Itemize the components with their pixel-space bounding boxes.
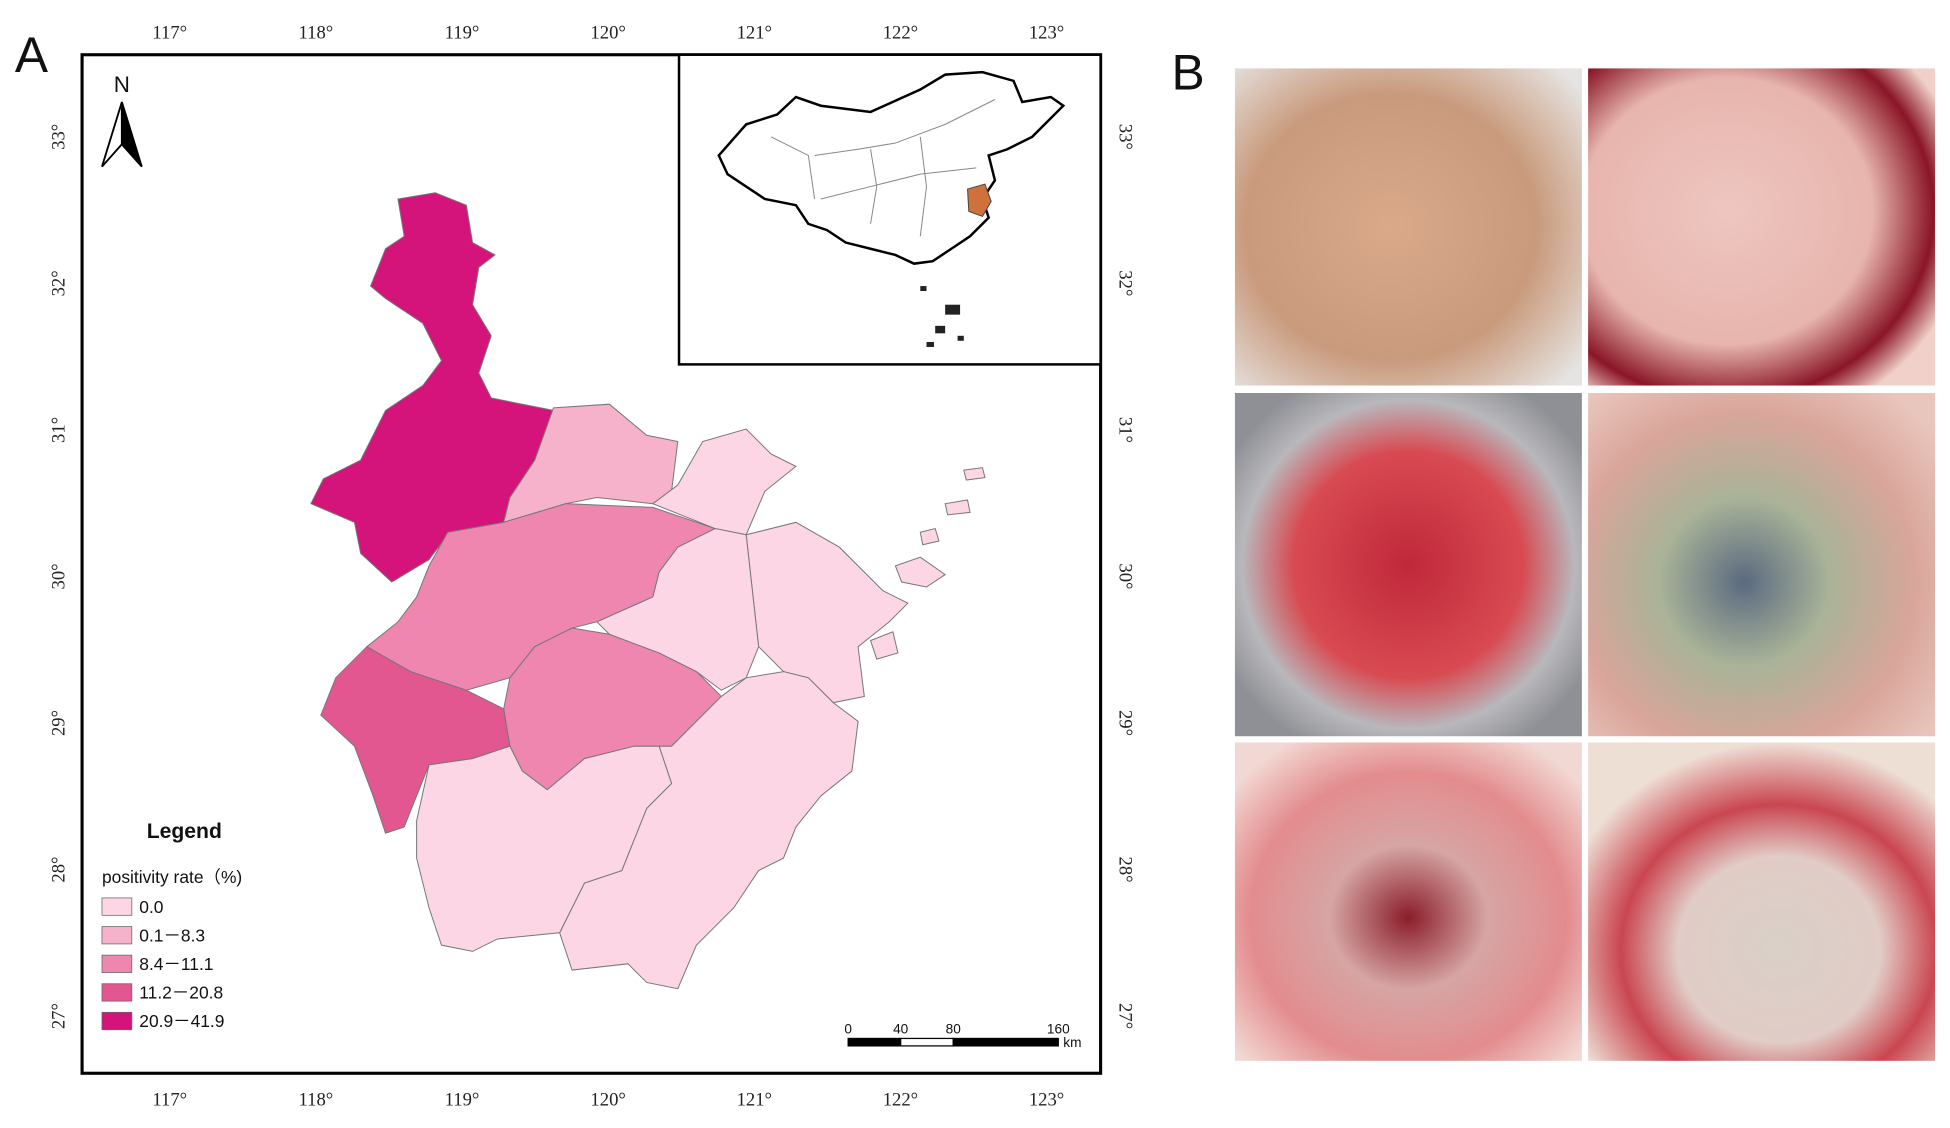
y-tick-label: 32° [49,270,70,296]
scale-segment [952,1037,1059,1047]
y-tick-label: 28° [1114,857,1135,883]
x-tick-label: 118° [299,23,334,44]
photo [1234,742,1582,1061]
island [919,527,940,546]
y-tick-label: 29° [49,710,70,736]
y-tick-label: 30° [49,563,70,589]
legend-label: 0.0 [139,897,163,917]
legend-swatch [101,897,133,916]
island [869,631,899,660]
y-tick-label: 32° [1114,270,1135,296]
panel-label: A [15,27,49,83]
legend-swatch [101,1011,133,1031]
photo [1588,742,1936,1061]
x-tick-label: 117° [152,1090,187,1111]
y-tick-label: 33° [1114,124,1135,150]
x-tick-label: 120° [590,1090,625,1111]
photo [1588,393,1936,737]
x-tick-label: 118° [299,1090,334,1111]
axis-labels: 117° 117° 118° 118° 119° 119° 120° 120° 121° 121°… [49,23,1136,1111]
north-arrow [101,101,123,168]
photo-grid [1234,68,1936,1061]
photo [1234,393,1582,737]
inset-study-area [967,183,992,218]
x-tick-label: 119° [445,23,480,44]
region [320,646,511,834]
x-tick-label: 122° [883,1090,918,1111]
region [596,528,760,691]
scale-label: 160 [1047,1021,1070,1036]
y-tick-label: 30° [1114,563,1135,589]
y-tick-label: 33° [49,124,70,150]
legend: 0.0 0.1－8.3 8.4－11.1 11.2－20.8 20.9－41.9 [101,897,224,1031]
y-tick-label: 31° [49,417,70,443]
scale-segment [847,1037,902,1047]
scale-segment [900,1037,954,1047]
north-arrow [120,101,143,168]
y-tick-label: 28° [49,857,70,883]
legend-title: Legend [147,820,222,843]
north-label: N [114,72,130,97]
island [944,499,971,516]
panel-label: B [1171,45,1204,101]
photo [1234,68,1582,386]
y-tick-label: 27° [49,1003,70,1029]
scale-label: 80 [946,1021,962,1036]
region [416,745,673,952]
x-tick-label: 123° [1029,1090,1064,1111]
inset-provinces [770,99,996,237]
x-tick-label: 119° [445,1090,480,1111]
x-tick-label: 121° [737,23,772,44]
x-tick-label: 120° [590,23,625,44]
legend-label: 11.2－20.8 [139,983,223,1003]
scale-unit: km [1063,1035,1081,1050]
island [894,556,947,588]
region [310,192,555,583]
scale-label: 40 [893,1021,909,1036]
x-tick-label: 117° [152,23,187,44]
inset-country [717,70,1066,265]
legend-swatch [101,926,133,945]
photo [1588,68,1936,386]
legend-label: 0.1－8.3 [139,925,205,945]
x-tick-label: 121° [737,1090,772,1111]
inset-islands [920,286,964,347]
y-tick-label: 27° [1114,1003,1135,1029]
map-regions [310,192,986,990]
y-tick-label: 31° [1114,417,1135,443]
legend-swatch [101,983,133,1002]
legend-subtitle: positivity rate（%) [102,867,242,887]
y-tick-label: 29° [1114,710,1135,736]
legend-label: 20.9－41.9 [139,1011,224,1031]
legend-swatch [101,954,133,973]
x-tick-label: 123° [1029,23,1064,44]
legend-label: 8.4－11.1 [139,954,213,974]
island [963,467,986,481]
scale-label: 0 [844,1021,852,1036]
region [502,403,679,524]
x-tick-label: 122° [883,23,918,44]
map-frame [80,53,1103,1075]
